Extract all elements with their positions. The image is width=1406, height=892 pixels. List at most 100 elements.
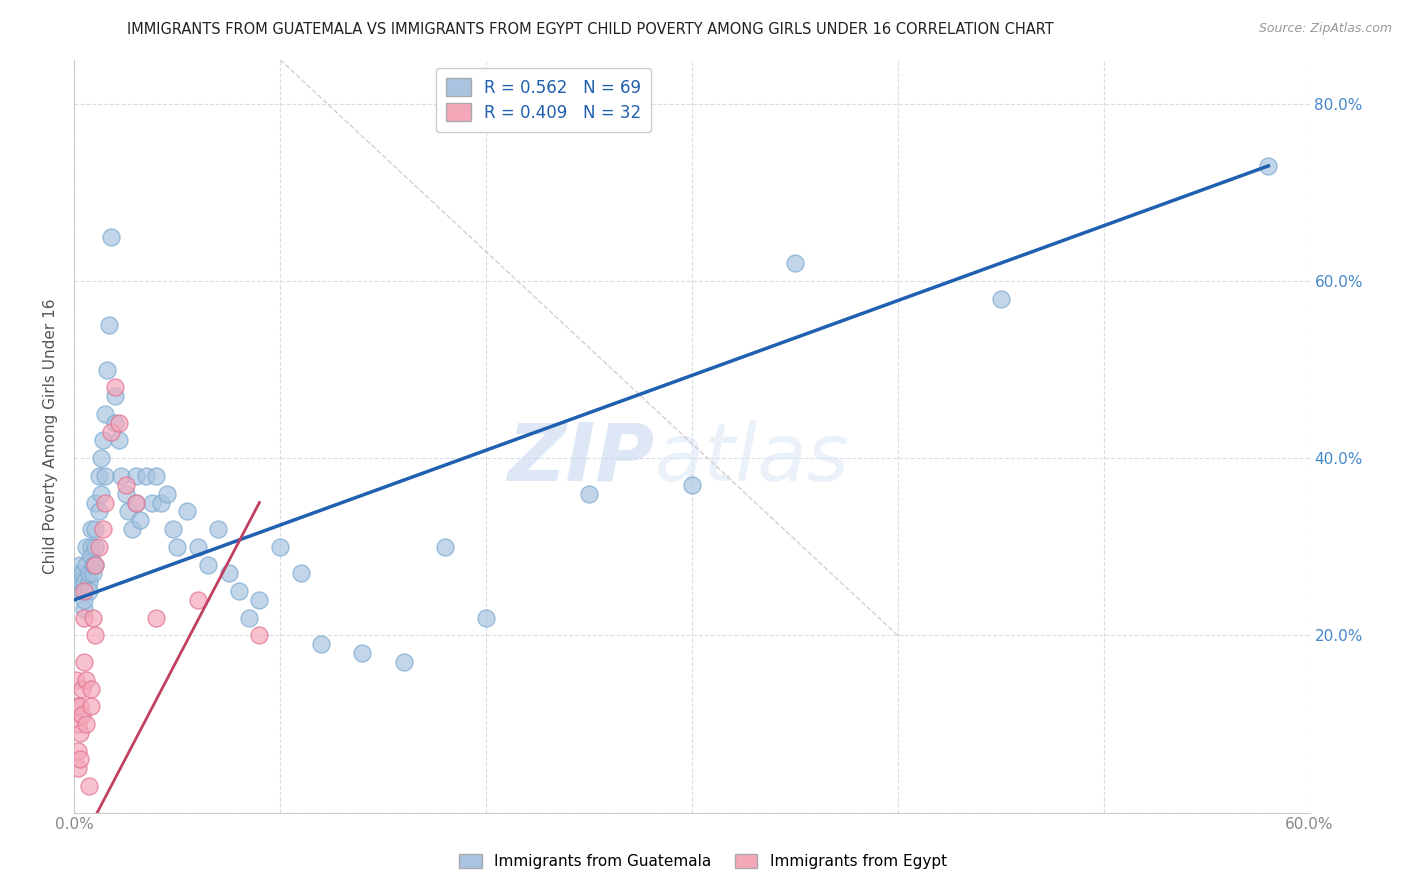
Point (207, 522, 229, 536)
Point (990, 292, 1012, 306)
Point (75, 558, 97, 572)
Point (82, 566, 104, 581)
Point (67, 743, 90, 757)
Point (87, 504, 110, 518)
Point (79, 540, 101, 554)
Point (135, 469, 157, 483)
Point (125, 469, 148, 483)
Point (75, 717, 97, 731)
Point (114, 477, 136, 491)
Point (83, 540, 105, 554)
Point (125, 495, 148, 509)
Point (87, 469, 110, 483)
Point (96, 362, 118, 376)
Point (65, 673, 87, 687)
Point (114, 486, 136, 500)
Point (87, 540, 110, 554)
Point (67, 717, 90, 731)
Text: atlas: atlas (655, 419, 849, 498)
Point (94, 407, 117, 421)
Point (75, 540, 97, 554)
Point (73, 602, 96, 616)
Point (69, 558, 91, 572)
Point (269, 540, 291, 554)
Point (69, 575, 91, 590)
Point (104, 389, 127, 403)
Point (79, 681, 101, 696)
Point (79, 549, 101, 563)
Point (1257, 159, 1279, 173)
Point (783, 256, 806, 270)
Point (149, 495, 172, 509)
Point (247, 593, 270, 607)
Point (104, 380, 127, 394)
Text: Source: ZipAtlas.com: Source: ZipAtlas.com (1258, 22, 1392, 36)
Point (73, 575, 96, 590)
Point (352, 646, 374, 660)
Point (100, 425, 122, 439)
Point (104, 416, 127, 430)
Point (75, 673, 97, 687)
Point (176, 504, 198, 518)
Point (121, 522, 143, 536)
Text: ZIP: ZIP (508, 419, 655, 498)
Point (73, 610, 96, 624)
Point (83, 495, 105, 509)
Point (145, 610, 167, 624)
Point (72, 584, 94, 599)
Point (72, 566, 94, 581)
Point (83, 628, 105, 642)
Point (94, 469, 117, 483)
Point (187, 540, 209, 554)
Point (79, 699, 101, 714)
Point (67, 761, 90, 775)
Point (67, 566, 90, 581)
Point (141, 495, 163, 509)
Point (77, 584, 100, 599)
Point (110, 469, 132, 483)
Point (83, 558, 105, 572)
Point (83, 522, 105, 536)
Point (475, 610, 498, 624)
Point (69, 699, 91, 714)
Point (94, 495, 117, 509)
Point (79, 522, 101, 536)
Point (73, 655, 96, 669)
Point (238, 610, 260, 624)
Point (90, 451, 112, 466)
Point (129, 513, 152, 527)
Legend: Immigrants from Guatemala, Immigrants from Egypt: Immigrants from Guatemala, Immigrants fr… (453, 848, 953, 875)
Point (433, 540, 456, 554)
Point (108, 434, 131, 448)
Text: IMMIGRANTS FROM GUATEMALA VS IMMIGRANTS FROM EGYPT CHILD POVERTY AMONG GIRLS UND: IMMIGRANTS FROM GUATEMALA VS IMMIGRANTS … (127, 22, 1054, 37)
Point (72, 708, 94, 723)
Point (73, 593, 96, 607)
Point (90, 486, 112, 500)
Point (228, 584, 250, 599)
Point (156, 486, 179, 500)
Y-axis label: Child Poverty Among Girls Under 16: Child Poverty Among Girls Under 16 (44, 298, 58, 574)
Point (166, 540, 188, 554)
Point (247, 628, 270, 642)
Point (162, 522, 184, 536)
Point (91, 434, 114, 448)
Point (83, 558, 105, 572)
Point (72, 681, 94, 696)
Point (197, 558, 219, 572)
Point (290, 566, 312, 581)
Point (117, 504, 139, 518)
Point (82, 610, 104, 624)
Legend: R = 0.562   N = 69, R = 0.409   N = 32: R = 0.562 N = 69, R = 0.409 N = 32 (436, 68, 651, 132)
Point (82, 558, 104, 572)
Point (125, 495, 148, 509)
Point (69, 726, 91, 740)
Point (100, 229, 122, 244)
Point (108, 416, 131, 430)
Point (578, 486, 600, 500)
Point (69, 752, 91, 766)
Point (145, 469, 167, 483)
Point (77, 575, 100, 590)
Point (309, 637, 332, 651)
Point (98, 318, 121, 333)
Point (392, 655, 415, 669)
